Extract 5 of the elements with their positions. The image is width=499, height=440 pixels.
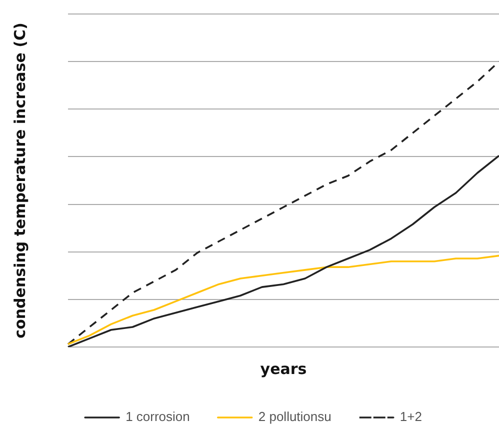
x-axis-title: years — [260, 360, 307, 378]
y-axis-title: condensing temperature increase (C) — [10, 22, 29, 338]
legend-label: 1 corrosion — [126, 409, 190, 424]
legend-label: 2 pollutionsu — [258, 409, 332, 424]
legend-label: 1+2 — [400, 409, 422, 424]
